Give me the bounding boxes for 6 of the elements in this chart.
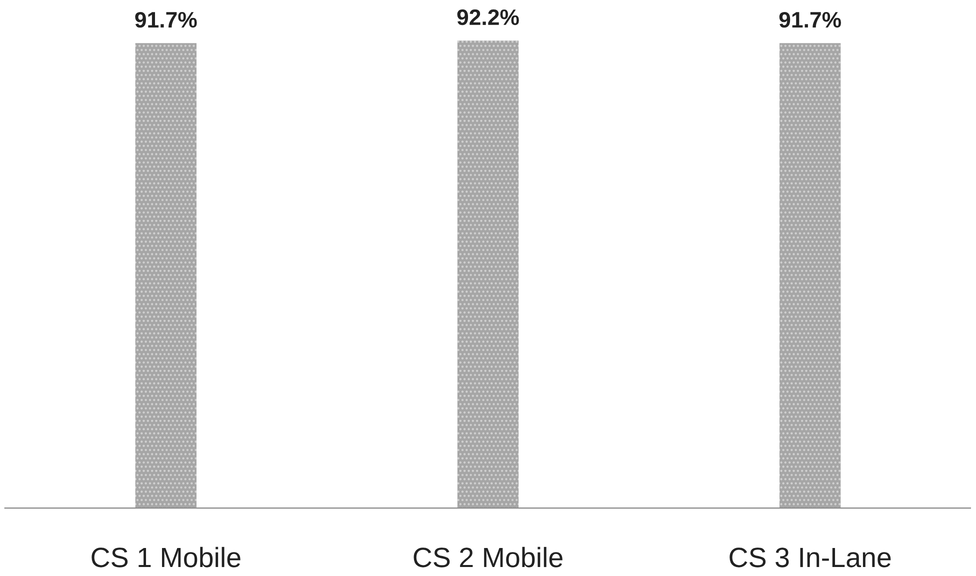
x-tick-label: CS 1 Mobile xyxy=(92,546,240,568)
x-tick-label: CS 3 In-Lane xyxy=(730,548,891,568)
data-label: 92.2% xyxy=(457,9,519,26)
data-label: 91.7% xyxy=(135,12,197,28)
data-label: 91.7% xyxy=(779,12,841,28)
x-tick-label: CS 2 Mobile xyxy=(414,546,562,568)
